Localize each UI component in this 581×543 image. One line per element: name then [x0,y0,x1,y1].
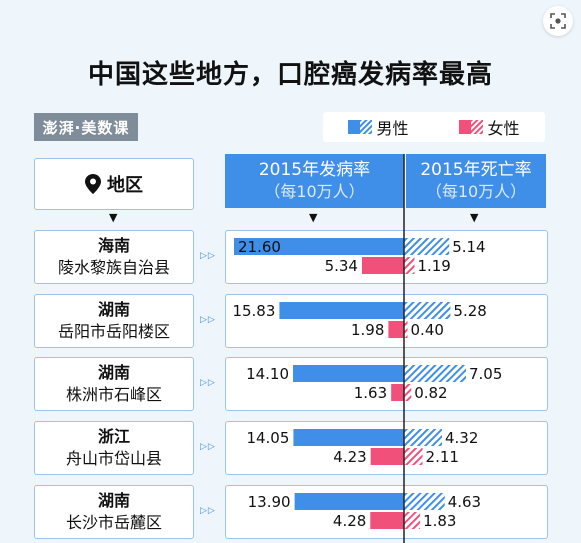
province-label: 湖南 [97,491,130,510]
female-mortality-bar [404,448,423,465]
header-mortality: 2015年死亡率 （每10万人） [406,154,546,208]
county-label: 舟山市岱山县 [65,449,162,468]
header-region: 地区 [34,158,194,210]
region-card: 湖南 长沙市岳麓区 [34,485,194,539]
province-label: 湖南 [97,363,130,382]
row-connector-icon: ▷▷ [200,251,216,261]
female-mortality-label: 0.40 [411,321,444,339]
male-incidence-label: 15.83 [232,302,275,320]
female-incidence-label: 5.34 [325,257,358,275]
male-swatch-icon [348,120,373,134]
county-label: 陵水黎族自治县 [57,258,170,277]
female-swatch-icon [459,120,484,134]
female-mortality-label: 0.82 [414,384,447,402]
row-connector-icon: ▷▷ [200,378,216,388]
province-label: 湖南 [97,300,130,319]
female-incidence-bar [370,512,404,529]
male-mortality-label: 5.14 [452,238,485,256]
incidence-down-arrow-icon: ▼ [309,211,318,224]
female-mortality-bar [404,384,412,401]
male-incidence-bar [294,493,404,510]
chart-title: 中国这些地方，口腔癌发病率最高 [87,60,493,90]
female-incidence-bar [370,448,404,465]
female-mortality-label: 2.11 [426,448,459,466]
legend-female-label: 女性 [487,119,520,138]
region-down-arrow-icon: ▼ [109,211,118,224]
province-label: 海南 [97,236,130,255]
header-region-label: 地区 [107,175,143,196]
county-label: 岳阳市岳阳楼区 [57,322,170,341]
male-incidence-bar [293,429,404,446]
header-incidence: 2015年发病率 （每10万人） [225,154,404,208]
female-incidence-bar [388,321,404,338]
male-mortality-bar [404,302,451,319]
region-card: 湖南 株洲市石峰区 [34,357,194,411]
female-mortality-label: 1.19 [417,257,450,275]
header-mortality-title: 2015年死亡率 [420,160,532,180]
male-incidence-bar [279,302,404,319]
legend-female: 女性 [459,115,520,139]
province-label: 浙江 [97,427,130,446]
legend-male: 男性 [348,115,409,139]
region-card: 海南 陵水黎族自治县 [34,230,194,284]
brand-logo: 澎湃·美数课 [34,113,138,141]
male-mortality-bar [404,238,450,255]
female-incidence-label: 4.28 [333,512,366,530]
legend-male-label: 男性 [376,119,409,138]
row-connector-icon: ▷▷ [200,315,216,325]
female-incidence-bar [361,257,404,274]
county-label: 长沙市岳麓区 [65,513,162,532]
female-incidence-label: 4.23 [333,448,366,466]
female-mortality-bar [404,257,415,274]
male-mortality-bar [404,493,445,510]
male-mortality-label: 4.63 [448,493,481,511]
row-connector-icon: ▷▷ [200,442,216,452]
female-mortality-bar [404,321,408,338]
header-incidence-unit: （每10万人） [264,182,365,201]
female-incidence-label: 1.63 [354,384,387,402]
county-label: 株洲市石峰区 [65,385,162,404]
male-incidence-bar [234,238,404,255]
male-incidence-label: 21.60 [238,238,281,256]
female-incidence-bar [391,384,404,401]
female-mortality-bar [404,512,421,529]
male-incidence-label: 14.10 [246,365,289,383]
male-mortality-label: 5.28 [453,302,486,320]
male-mortality-label: 4.32 [445,429,478,447]
mortality-down-arrow-icon: ▼ [470,211,479,224]
male-mortality-label: 7.05 [469,365,502,383]
region-card: 浙江 舟山市岱山县 [34,421,194,475]
male-incidence-label: 13.90 [248,493,291,511]
header-incidence-title: 2015年发病率 [258,160,371,180]
male-incidence-label: 14.05 [246,429,289,447]
male-mortality-bar [404,429,442,446]
header-mortality-unit: （每10万人） [425,182,527,201]
lens-icon [550,13,566,29]
female-mortality-label: 1.83 [423,512,456,530]
male-mortality-bar [404,365,466,382]
location-pin-icon [85,174,101,194]
image-search-button[interactable] [543,6,573,36]
male-incidence-bar [293,365,404,382]
row-connector-icon: ▷▷ [200,506,216,516]
region-card: 湖南 岳阳市岳阳楼区 [34,294,194,348]
legend: 男性 女性 [323,112,545,142]
female-incidence-label: 1.98 [351,321,384,339]
